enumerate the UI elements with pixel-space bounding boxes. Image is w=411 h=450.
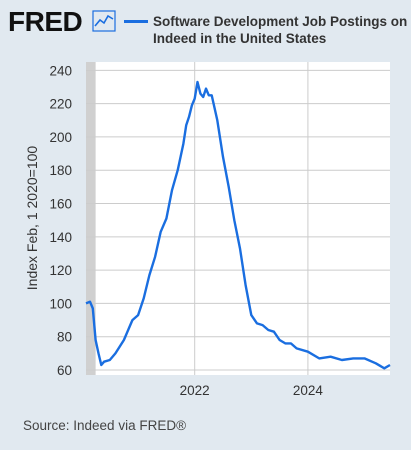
y-tick-label-100: 100	[49, 296, 72, 311]
y-tick-label-240: 240	[49, 63, 72, 78]
legend-label: Software Development Job Postings on Ind…	[153, 14, 408, 46]
y-tick-label-220: 220	[49, 97, 72, 112]
recession-shading-0	[86, 62, 96, 375]
legend-swatch	[124, 20, 148, 23]
fred-logo: FRED	[8, 6, 83, 37]
x-tick-label-2022: 2022	[180, 383, 210, 398]
x-tick-label-2024: 2024	[293, 383, 324, 398]
y-tick-label-140: 140	[49, 230, 72, 245]
series-line	[85, 80, 391, 370]
fred-chart-icon	[92, 10, 116, 32]
y-tick-label-80: 80	[57, 330, 72, 345]
y-tick-label-180: 180	[49, 163, 72, 178]
y-tick-label-120: 120	[49, 263, 72, 278]
y-tick-label-60: 60	[57, 363, 72, 378]
y-tick-label-160: 160	[49, 197, 72, 212]
plot-area	[86, 62, 390, 375]
source-note: Source: Indeed via FRED®	[23, 418, 187, 433]
y-tick-label-200: 200	[49, 130, 72, 145]
